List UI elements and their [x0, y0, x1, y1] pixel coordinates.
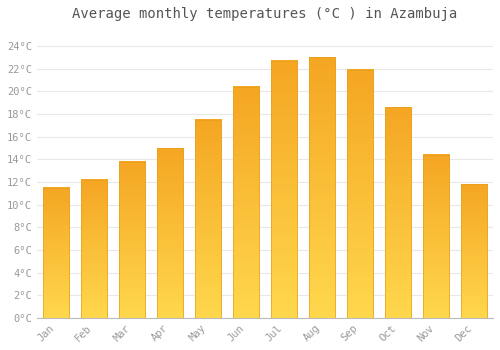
Bar — [80, 180, 107, 318]
Title: Average monthly temperatures (°C ) in Azambuja: Average monthly temperatures (°C ) in Az… — [72, 7, 458, 21]
Bar — [422, 155, 450, 318]
Bar — [232, 87, 259, 318]
Bar — [346, 70, 374, 318]
Bar — [460, 184, 487, 318]
Bar — [194, 120, 221, 318]
Bar — [42, 188, 69, 318]
Bar — [270, 61, 297, 318]
Bar — [384, 107, 411, 318]
Bar — [308, 57, 336, 318]
Bar — [118, 162, 145, 318]
Bar — [156, 148, 183, 318]
